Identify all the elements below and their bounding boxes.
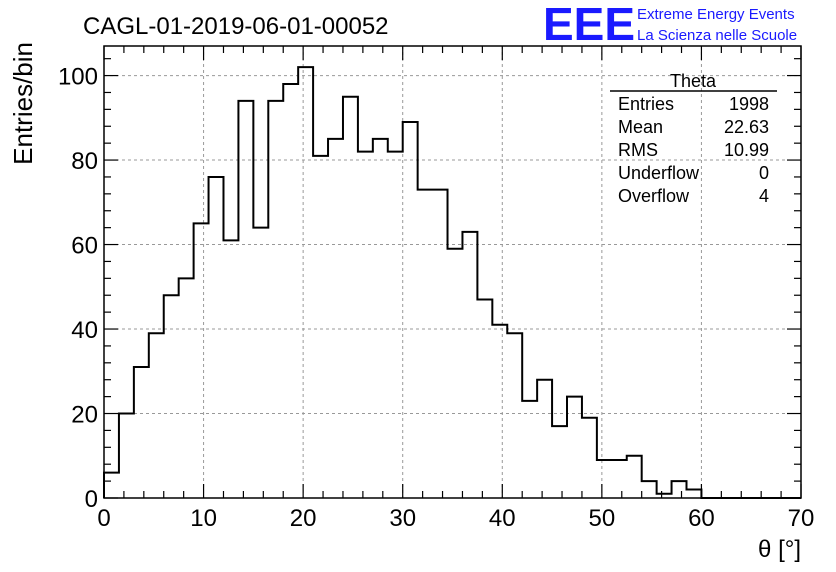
y-tick-label: 60 xyxy=(71,233,98,260)
eee-logo-line1: Extreme Energy Events xyxy=(637,6,795,23)
stats-row-label: Overflow xyxy=(618,186,690,206)
stats-row-value: 4 xyxy=(759,186,769,206)
y-tick-labels: 0 20 40 60 80 100 xyxy=(58,64,98,513)
stats-row-label: RMS xyxy=(618,140,658,160)
x-tick-label: 70 xyxy=(788,505,815,532)
x-tick-label: 60 xyxy=(688,505,715,532)
x-tick-label: 20 xyxy=(290,505,317,532)
stats-row-value: 22.63 xyxy=(724,117,769,137)
y-tick-label: 40 xyxy=(71,317,98,344)
axis-ticks xyxy=(103,46,802,499)
x-tick-labels: 0 10 20 30 40 50 60 70 xyxy=(97,505,814,532)
plot-frame xyxy=(103,45,802,499)
stats-row-value: 0 xyxy=(759,163,769,183)
x-tick-label: 0 xyxy=(97,505,110,532)
stats-title: Theta xyxy=(670,71,717,91)
y-tick-label: 100 xyxy=(58,64,98,91)
x-tick-label: 40 xyxy=(489,505,516,532)
eee-logo-mark: EEE xyxy=(543,0,635,50)
eee-logo: EEE Extreme Energy Events La Scienza nel… xyxy=(543,0,797,50)
stats-row-label: Entries xyxy=(618,94,674,114)
stats-row-label: Mean xyxy=(618,117,663,137)
chart-title: CAGL-01-2019-06-01-00052 xyxy=(83,13,389,40)
stats-row-value: 10.99 xyxy=(724,140,769,160)
x-axis-label: θ [°] xyxy=(758,536,801,563)
histogram-outline xyxy=(103,66,801,499)
x-tick-label: 50 xyxy=(589,505,616,532)
eee-logo-line2: La Scienza nelle Scuole xyxy=(637,27,797,44)
stats-row-label: Underflow xyxy=(618,163,700,183)
y-tick-label: 20 xyxy=(71,402,98,429)
x-tick-label: 10 xyxy=(190,505,217,532)
y-axis-label: Entries/bin xyxy=(8,42,38,165)
stats-row-value: 1998 xyxy=(729,94,769,114)
x-tick-label: 30 xyxy=(389,505,416,532)
grid-lines xyxy=(104,46,801,498)
stats-box: Theta Entries 1998 Mean 22.63 RMS 10.99 Underf… xyxy=(610,71,777,206)
y-tick-label: 80 xyxy=(71,148,98,175)
y-tick-label: 0 xyxy=(85,486,98,513)
